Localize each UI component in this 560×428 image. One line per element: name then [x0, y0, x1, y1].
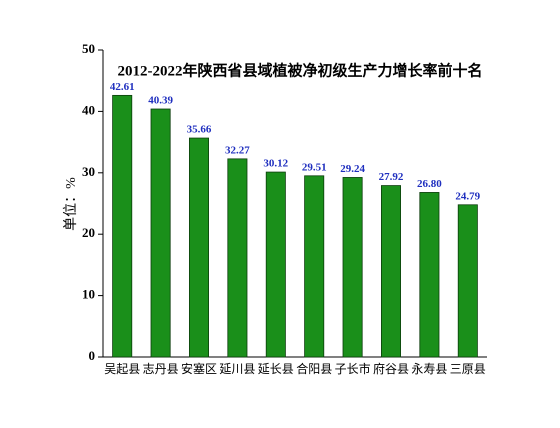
- value-label: 29.51: [302, 161, 327, 173]
- x-tick-label: 延川县: [219, 362, 255, 376]
- x-tick-label: 合阳县: [296, 361, 332, 376]
- value-label: 35.66: [187, 124, 212, 136]
- y-tick-label: 0: [89, 348, 96, 363]
- bar: [419, 192, 440, 358]
- x-tick-label: 三原县: [450, 362, 486, 376]
- bar: [304, 175, 325, 358]
- x-tick-label: 永寿县: [411, 362, 447, 376]
- x-tick-label: 安塞区: [181, 361, 217, 376]
- value-label: 29.24: [340, 163, 365, 175]
- value-label: 40.39: [148, 95, 173, 107]
- y-tick-label: 10: [82, 287, 95, 302]
- bar: [112, 94, 133, 358]
- value-label: 24.79: [455, 190, 480, 202]
- value-label: 30.12: [263, 158, 288, 170]
- y-tick-label: 40: [82, 102, 95, 117]
- y-tick-label: 50: [82, 41, 95, 56]
- bar: [188, 137, 209, 358]
- x-tick-label: 府谷县: [373, 361, 409, 376]
- bar: [150, 108, 171, 358]
- bar: [342, 177, 363, 358]
- x-tick-label: 延长县: [258, 362, 294, 376]
- value-label: 42.61: [110, 81, 135, 93]
- x-tick-label: 志丹县: [143, 362, 179, 376]
- value-label: 27.92: [379, 171, 404, 183]
- bar: [457, 204, 478, 358]
- y-axis-label: 单位：%: [63, 177, 79, 231]
- bar: [265, 171, 286, 358]
- bar: [380, 185, 401, 358]
- value-label: 26.80: [417, 178, 442, 190]
- value-label: 32.27: [225, 144, 250, 156]
- x-tick-label: 子长市: [335, 361, 371, 376]
- bar: [227, 158, 248, 358]
- y-tick-label: 20: [82, 225, 95, 240]
- y-tick-label: 30: [82, 164, 95, 179]
- x-tick-label: 吴起县: [104, 362, 140, 376]
- chart-title: 2012-2022年陕西省县域植被净初级生产力增长率前十名: [118, 61, 483, 79]
